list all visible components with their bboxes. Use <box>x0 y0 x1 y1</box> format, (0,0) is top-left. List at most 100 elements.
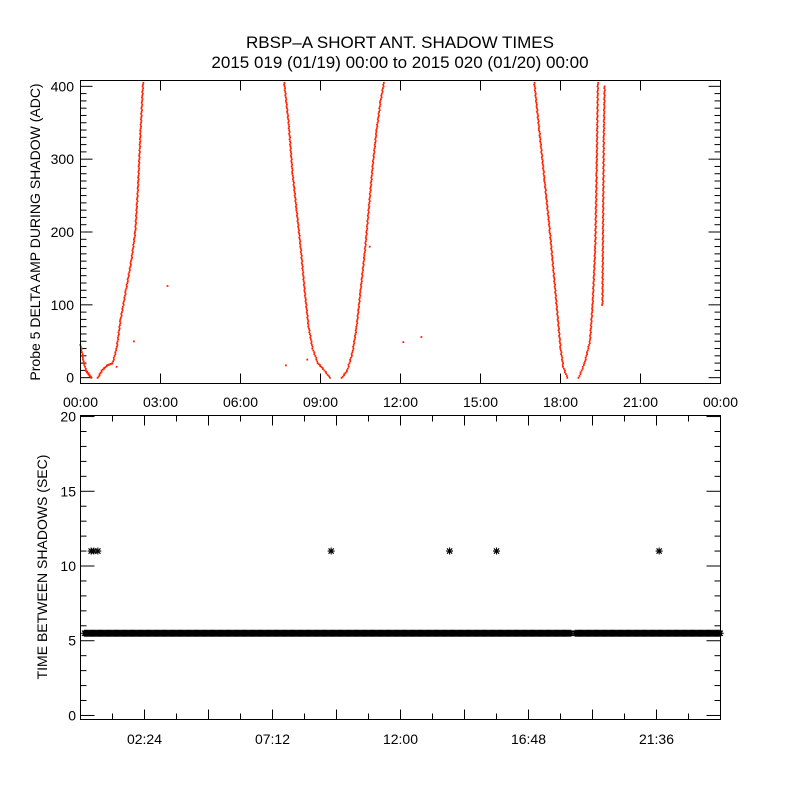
data-point <box>603 107 606 110</box>
data-point <box>300 258 303 261</box>
data-point <box>596 138 598 141</box>
data-point <box>300 256 303 259</box>
data-point <box>602 156 605 159</box>
data-point <box>297 227 300 230</box>
data-point <box>355 331 357 334</box>
data-point <box>549 236 551 239</box>
data-point <box>595 145 598 148</box>
data-point <box>601 302 604 304</box>
data-point <box>590 313 593 315</box>
data-point <box>290 162 293 164</box>
data-point <box>96 376 99 379</box>
data-point <box>82 358 84 361</box>
data-point <box>117 335 120 337</box>
data-point <box>551 256 554 259</box>
data-point <box>287 123 290 126</box>
data-point <box>358 300 361 303</box>
data-point <box>594 196 597 199</box>
data-point <box>533 81 536 84</box>
data-point <box>329 376 331 379</box>
data-point <box>289 136 291 139</box>
data-point <box>551 258 553 261</box>
data-point <box>596 158 598 161</box>
data-point <box>326 374 329 376</box>
data-point <box>375 132 377 135</box>
data-point <box>364 243 367 246</box>
data-point <box>314 355 317 357</box>
data-point <box>595 214 598 217</box>
data-point <box>300 249 303 252</box>
y-tick-label: 0 <box>66 370 74 386</box>
data-point <box>587 347 590 350</box>
data-point <box>303 291 306 294</box>
data-point <box>553 273 555 275</box>
data-point <box>602 178 604 181</box>
data-point <box>602 134 605 137</box>
data-point <box>365 231 368 233</box>
data-point <box>306 313 309 315</box>
data-point <box>137 165 140 168</box>
data-point <box>596 149 598 152</box>
data-point <box>132 243 135 246</box>
data-point <box>559 344 562 346</box>
data-point <box>293 187 296 190</box>
data-point <box>594 236 597 239</box>
data-point <box>536 111 538 113</box>
data-point <box>378 111 380 113</box>
data-point <box>595 160 598 162</box>
data-point <box>552 262 554 264</box>
data-point <box>283 85 286 88</box>
data-point <box>350 353 353 355</box>
data-point <box>602 218 605 221</box>
data-point <box>552 274 555 277</box>
data-point <box>592 276 595 279</box>
data-point <box>359 287 362 290</box>
data-point <box>602 145 605 148</box>
data-point <box>343 373 346 375</box>
data-point <box>603 85 606 88</box>
data-point <box>141 91 144 93</box>
data-point <box>291 172 294 175</box>
data-point <box>602 220 604 223</box>
data-point <box>588 342 591 345</box>
data-point <box>595 178 598 181</box>
data-point <box>289 149 292 152</box>
data-point <box>288 138 291 141</box>
data-point <box>553 285 556 288</box>
data-point <box>137 169 140 172</box>
data-point <box>382 85 385 88</box>
data-point <box>309 336 312 339</box>
data-point <box>584 358 587 361</box>
bottom-y-axis-label: TIME BETWEEN SHADOWS (SEC) <box>34 455 50 680</box>
data-point <box>591 311 593 314</box>
data-point <box>374 136 377 139</box>
data-point <box>603 116 606 119</box>
data-point <box>601 227 604 230</box>
data-point <box>543 174 545 177</box>
data-point <box>284 96 287 99</box>
data-point <box>547 216 550 219</box>
data-point <box>596 121 599 124</box>
data-point <box>544 187 547 190</box>
data-point <box>303 287 306 290</box>
data-point <box>369 194 372 197</box>
data-point <box>139 145 142 148</box>
data-point <box>535 105 538 108</box>
data-point <box>543 182 546 184</box>
data-point <box>141 92 144 95</box>
data-point <box>134 220 137 223</box>
data-point <box>560 355 563 357</box>
data-point <box>290 160 293 162</box>
data-point <box>309 335 312 337</box>
data-point <box>561 358 563 361</box>
data-point <box>561 360 564 363</box>
data-point <box>602 191 605 193</box>
data-point <box>591 315 593 317</box>
data-point <box>558 327 560 330</box>
data-point <box>141 98 144 101</box>
data-point <box>371 167 374 170</box>
data-point <box>310 340 313 343</box>
data-point <box>302 271 305 274</box>
data-point <box>556 318 559 321</box>
data-point <box>371 172 374 175</box>
